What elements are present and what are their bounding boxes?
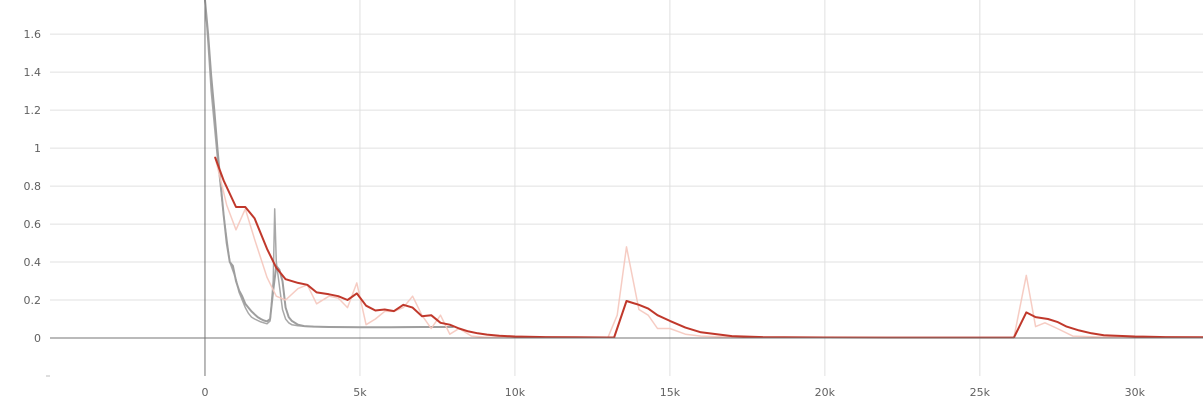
x-tick-label: 10k — [505, 386, 526, 399]
x-tick-label: 0 — [201, 386, 208, 399]
series-line-1-smoothed — [204, 0, 454, 329]
y-tick-label: 0.6 — [24, 218, 42, 231]
y-tick-label: 1.6 — [24, 28, 42, 41]
x-tick-label: 30k — [1125, 386, 1146, 399]
y-tick-label: 1 — [34, 142, 41, 155]
y-tick-label: 0.8 — [24, 180, 42, 193]
series-lines — [204, 0, 1203, 339]
y-tick-label: 0 — [34, 332, 41, 345]
y-tick-label: 1.4 — [24, 66, 42, 79]
tick-labels: 0 5k 10k 15k 20k 25k 30k 0 0.2 0.4 0.6 0.8 1 1.2 1.4 1.… — [24, 28, 1146, 399]
y-tick-label: 0.2 — [24, 294, 42, 307]
series-line-0-raw — [204, 0, 454, 328]
series-line-2-raw — [214, 156, 1203, 339]
x-tick-label: 5k — [353, 386, 367, 399]
x-tick-label: 25k — [970, 386, 991, 399]
y-tick-label: 1.2 — [24, 104, 42, 117]
y-tick-label: 0.4 — [24, 256, 42, 269]
x-tick-label: 15k — [660, 386, 681, 399]
series-line-3-smoothed — [214, 156, 1203, 339]
grid-lines — [50, 0, 1203, 376]
axes — [46, 0, 1203, 377]
x-tick-label: 20k — [815, 386, 836, 399]
